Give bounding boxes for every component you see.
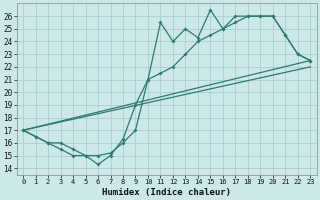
X-axis label: Humidex (Indice chaleur): Humidex (Indice chaleur): [102, 188, 231, 197]
